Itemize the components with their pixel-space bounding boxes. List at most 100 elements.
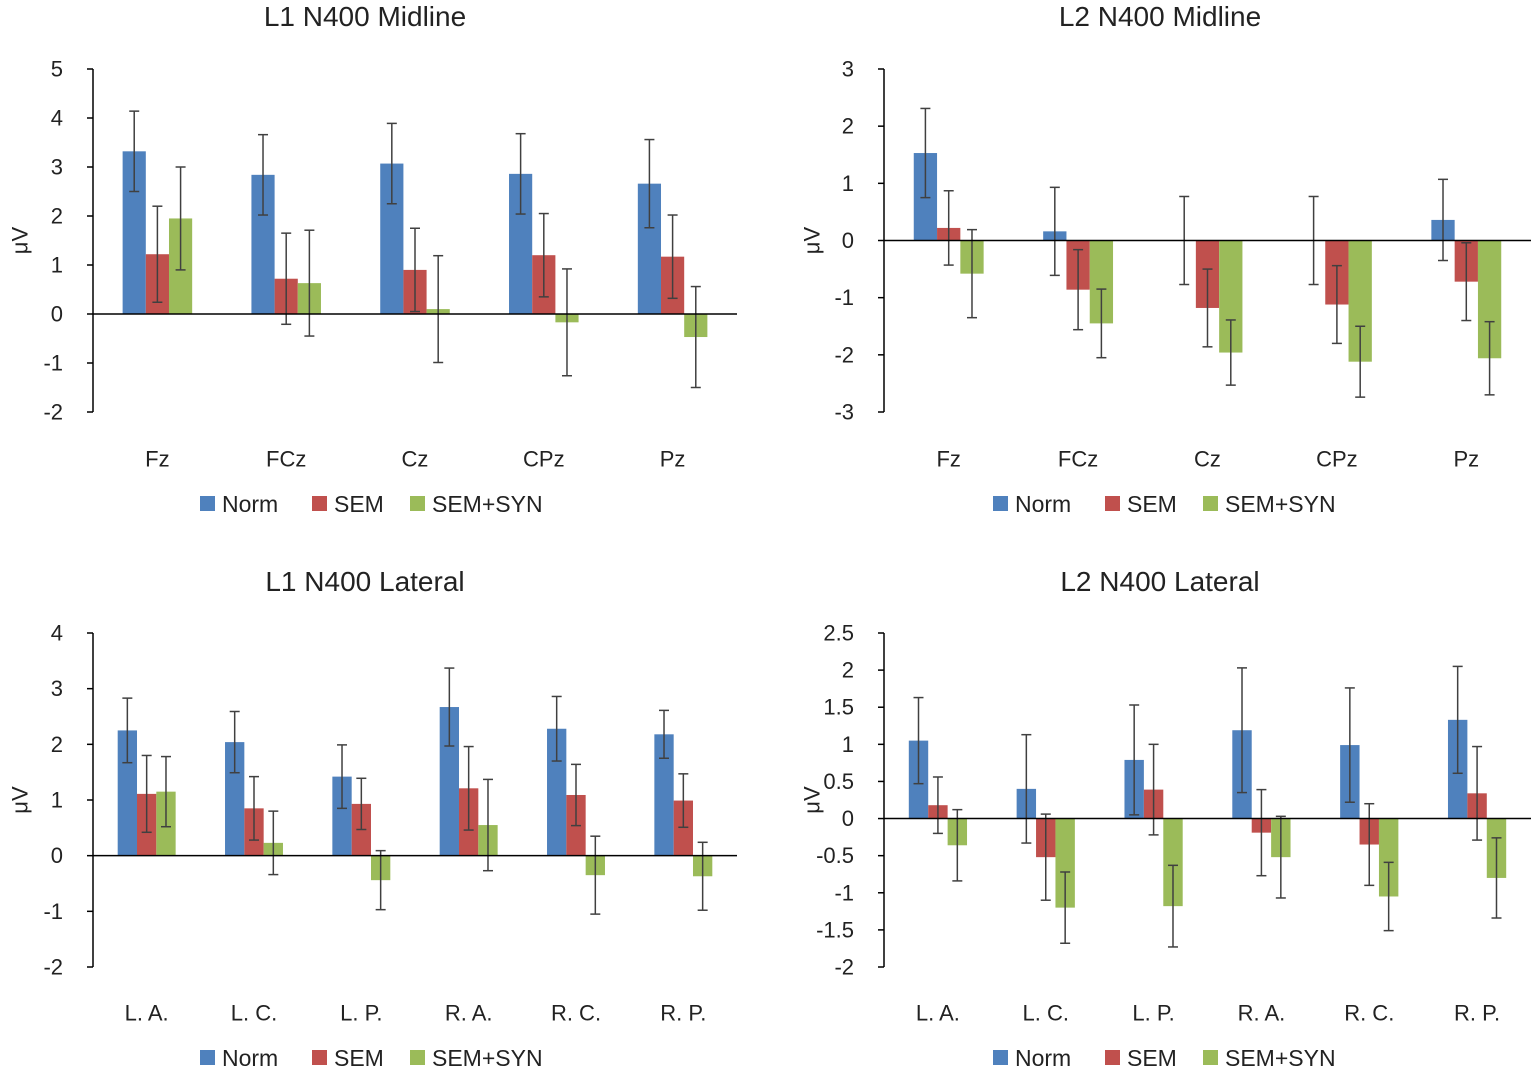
y-tick-label: 3 [51,676,63,701]
category-label: L. A. [916,1001,960,1026]
y-axis-label: μV [8,786,33,814]
category-label: R. P. [660,1001,706,1026]
y-axis-label: μV [8,227,33,255]
category-label: Pz [1453,447,1479,472]
error-bar [1148,743,1159,836]
legend-swatch-norm [200,496,215,511]
error-bar [268,810,279,876]
bar-norm [509,173,533,314]
error-bar [1049,186,1060,277]
bar-norm [251,174,275,314]
legend-swatch-sem [312,496,327,511]
error-bar [122,697,133,764]
category-label: CPz [523,447,565,472]
bar-semsyn [1089,240,1114,324]
error-bar [386,122,397,205]
error-bar [1129,704,1140,816]
error-bar [433,254,444,364]
error-bar [913,696,924,785]
legend-swatch-sem [312,1050,327,1065]
bar-norm [225,742,245,856]
error-bar [1472,745,1483,841]
y-tick-label: 4 [51,621,63,646]
error-bar [551,695,562,762]
y-tick-label: -1 [834,880,854,905]
error-bar [952,808,963,882]
legend-label-sem: SEM [334,1045,384,1071]
y-tick-label: 0.5 [823,769,854,794]
category-label: L. A. [125,1001,169,1026]
y-tick-label: 1 [842,732,854,757]
bar-semsyn [1055,818,1075,908]
chart-2: L2 N400 Midline μV 3 2 1 0 -1 -2 -3 Fz FCz Cz CPz Pz N… [800,1,1531,517]
legend-swatch-sem [1105,1050,1120,1065]
legend-label-norm: Norm [222,1045,278,1071]
category-label: FCz [266,447,306,472]
error-bar [571,763,581,827]
legend: Norm SEM SEM+SYN [200,491,543,517]
error-bar [1452,665,1463,775]
category-label: Pz [660,447,686,472]
bar-norm [332,776,352,856]
bar-semsyn [1219,240,1243,353]
error-bar [1461,242,1472,322]
error-bar [561,268,572,377]
error-bar [1484,320,1495,396]
y-tick-label: -2 [43,955,63,980]
category-label: CPz [1316,447,1358,472]
error-bar [538,212,549,298]
y-tick-label: -0.5 [816,843,854,868]
bar-norm [654,734,674,856]
y-tick-label: 3 [51,155,63,180]
y-axis-label: μV [800,227,825,255]
bar-semsyn [1348,240,1372,362]
y-tick-label: 3 [842,57,854,82]
y-tick-label: 0 [842,228,854,253]
category-label: L. C. [1023,1001,1069,1026]
error-bar [932,776,943,835]
error-bar [337,744,348,810]
chart-3: L1 N400 Lateral μV 4 3 2 1 0 -1 -2 L. A. L. C. L. P… [8,566,737,1071]
bar-semsyn [1378,818,1399,897]
legend-label-semsyn: SEM+SYN [1225,1045,1336,1071]
error-bar [1331,264,1342,345]
error-bar [1438,178,1449,262]
y-tick-label: 5 [51,57,63,82]
legend-swatch-norm [200,1050,215,1065]
bar-norm [380,163,404,314]
legend-label-semsyn: SEM+SYN [1225,491,1336,517]
error-bar [304,229,315,337]
legend: Norm SEM SEM+SYN [200,1045,543,1071]
error-bar [920,107,931,199]
error-bar [590,835,601,915]
error-bar [249,775,259,841]
bar-norm [439,707,460,856]
y-tick-label: -1.5 [816,917,854,942]
error-bar [690,285,701,389]
y-tick-label: -1 [43,899,63,924]
error-bar [1383,861,1394,932]
category-label: L. C. [231,1001,277,1026]
legend-label-semsyn: SEM+SYN [432,1045,543,1071]
legend-label-norm: Norm [222,491,278,517]
legend-label-sem: SEM [1127,1045,1177,1071]
y-tick-label: -2 [834,342,854,367]
legend: Norm SEM SEM+SYN [993,1045,1336,1071]
category-label: L. P. [1132,1001,1174,1026]
legend-label-sem: SEM [334,491,384,517]
bar-semsyn [1163,818,1183,907]
error-bar [678,773,689,829]
error-bar [229,710,240,774]
legend-swatch-semsyn [1203,1050,1218,1065]
error-bar [1355,325,1366,398]
y-tick-label: 0 [51,302,63,327]
category-label: R. A. [445,1001,493,1026]
chart-title: L1 N400 Lateral [265,566,464,597]
chart-title: L2 N400 Lateral [1060,566,1259,597]
error-bar [644,138,655,229]
bar-sem [673,800,693,856]
error-bar [667,214,678,300]
legend: Norm SEM SEM+SYN [993,491,1336,517]
legend-swatch-norm [993,496,1008,511]
